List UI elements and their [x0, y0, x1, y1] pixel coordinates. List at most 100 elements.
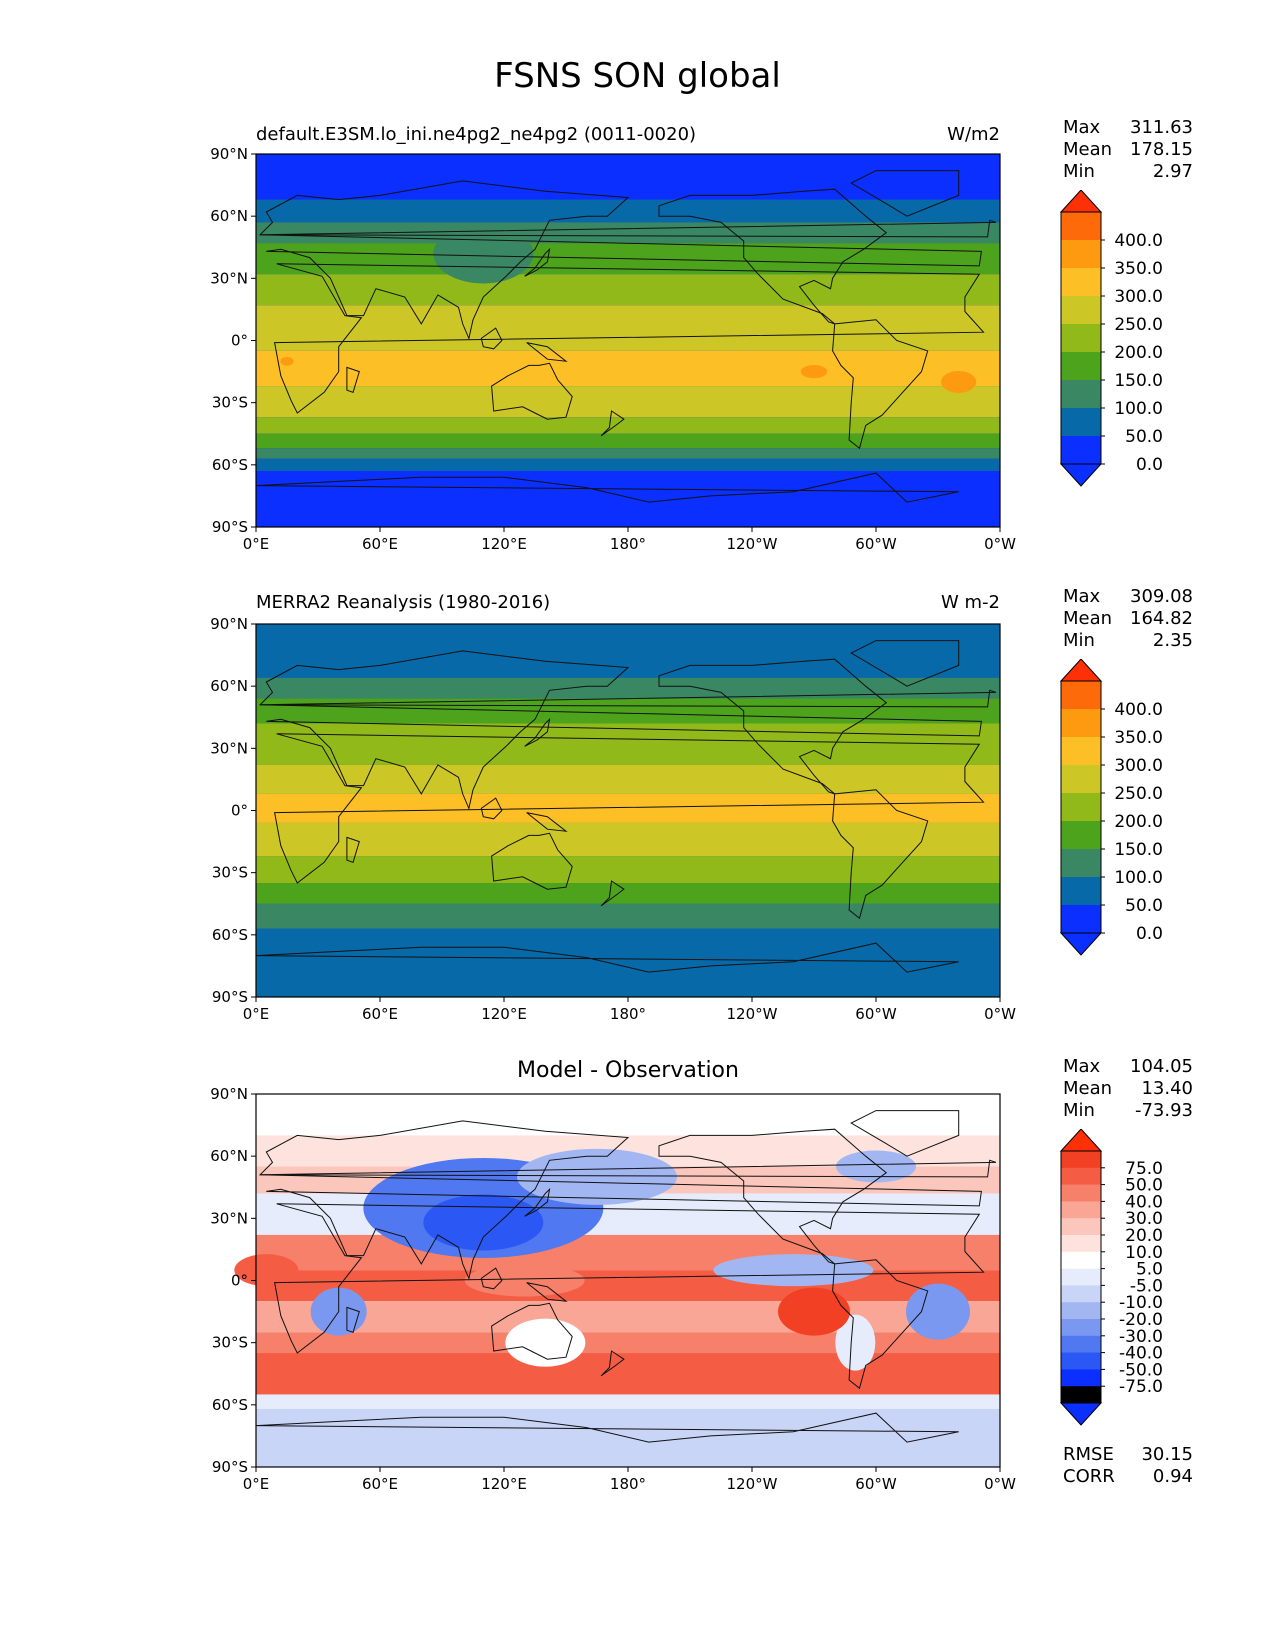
colorbar-tick-label: -20.0 [1119, 1310, 1163, 1330]
stat-max-value: 104.05 [1130, 1056, 1193, 1077]
contour-blob [517, 1148, 677, 1205]
stat-min-label: Min [1063, 161, 1095, 182]
coastline-eurasia [258, 1120, 982, 1281]
colorbar-tick-label: 0.0 [1136, 924, 1163, 944]
colorbar-segment [1061, 408, 1101, 437]
panel-label-center: Model - Observation [517, 1058, 739, 1083]
stat-max-label: Max [1063, 1056, 1101, 1077]
coastline-japan [524, 717, 551, 747]
x-tick-label: 0°E [243, 535, 270, 553]
coastline-japan [524, 1187, 551, 1217]
coastline-antarctica [256, 472, 959, 503]
colorbar-segment [1061, 737, 1101, 766]
colorbar-tick-label: 50.0 [1125, 427, 1163, 447]
stat-max-label: Max [1063, 117, 1101, 138]
contour-band [256, 417, 1000, 434]
colorbar-model: 400.0 350.0 300.0 250.0 200.0 150.0 100.0 50.0 0… [1059, 190, 1163, 487]
colorbar-tick-label: 5.0 [1136, 1260, 1163, 1280]
coastline-newzealand [600, 880, 625, 907]
colorbar-segment [1061, 324, 1101, 353]
contour-band [256, 903, 1000, 929]
x-tick-label: 0°W [984, 535, 1016, 553]
contour-blob [505, 1318, 586, 1367]
stat-max-value: 309.08 [1130, 586, 1193, 607]
contour-band [256, 856, 1000, 884]
colorbar-segment [1061, 849, 1101, 878]
colorbar-segment [1061, 765, 1101, 794]
stat-max-value: 311.63 [1130, 117, 1193, 138]
contour-band [256, 624, 1000, 678]
coastline-australia [491, 1302, 573, 1360]
colorbar-extend-top [1059, 659, 1103, 682]
corr-label: CORR [1063, 1466, 1115, 1487]
colorbar-segment [1061, 1167, 1101, 1186]
y-tick-label: 60°N [210, 207, 248, 225]
coastline-australia [491, 362, 573, 420]
contour-band [256, 274, 1000, 306]
contour-band [256, 822, 1000, 857]
panel-label-units: W/m2 [947, 124, 1000, 145]
contour-blob [835, 1314, 876, 1371]
coastline-southamerica [832, 319, 929, 450]
panel-label-left: default.E3SM.lo_ini.ne4pg2_ne4pg2 (0011-… [256, 124, 697, 145]
coastline-newguinea [526, 812, 568, 832]
contour-blob [800, 364, 828, 379]
colorbar-tick-label: 400.0 [1114, 700, 1163, 720]
coastline-uk [260, 1159, 997, 1178]
colorbar-segment [1061, 1369, 1101, 1387]
colorbar-tick-label: 50.0 [1125, 896, 1163, 916]
colorbar-segment [1061, 1201, 1101, 1219]
coastline-uk [260, 689, 997, 708]
contour-band [256, 1270, 1000, 1302]
colorbar-tick-label: 30.0 [1125, 1209, 1163, 1229]
contour-band [256, 764, 1000, 794]
colorbar-tick-label: -10.0 [1119, 1293, 1163, 1313]
colorbar-tick-label: 250.0 [1114, 315, 1163, 335]
x-tick-label: 60°E [362, 535, 398, 553]
y-tick-label: 90°N [210, 615, 248, 633]
colorbar-tick-label: 200.0 [1114, 343, 1163, 363]
contour-band [256, 489, 1000, 527]
x-tick-label: 60°W [855, 1475, 897, 1493]
colorbar-tick-label: -30.0 [1119, 1327, 1163, 1347]
colorbar-segment [1061, 268, 1101, 297]
stat-mean-label: Mean [1063, 1078, 1113, 1099]
colorbar-tick-label: 50.0 [1125, 1176, 1163, 1196]
contour-band [256, 1301, 1000, 1333]
coastline-northamerica [658, 1128, 888, 1265]
contour-band [256, 793, 1000, 823]
colorbar-segment [1061, 1218, 1101, 1236]
corr-value: 0.94 [1152, 1466, 1193, 1487]
colorbar-segment [1061, 681, 1101, 710]
contour-band [256, 1094, 1000, 1136]
y-tick-label: 60°S [212, 926, 248, 944]
colorbar-segment [1061, 1285, 1101, 1303]
x-tick-label: 0°E [243, 1475, 270, 1493]
colorbar-segment [1061, 1251, 1101, 1270]
y-tick-label: 60°N [210, 1147, 248, 1165]
contour-band [256, 723, 1000, 765]
y-tick-label: 30°S [212, 1334, 248, 1352]
coastline-southamerica [832, 1259, 929, 1390]
contour-band [256, 154, 1000, 200]
colorbar-segment [1061, 380, 1101, 409]
coastline-africa [273, 1203, 985, 1354]
panel-observation: MERRA2 Reanalysis (1980-2016) W m-2 0°E 6… [0, 580, 1275, 1050]
y-tick-label: 90°S [212, 988, 248, 1006]
y-tick-label: 60°N [210, 677, 248, 695]
contour-blob [433, 223, 534, 284]
panel-label-units: W m-2 [940, 592, 1000, 613]
coastline-borneo [480, 327, 503, 350]
stats-box: Max 104.05 Mean 13.40 Min -73.93 [1063, 1056, 1193, 1122]
colorbar-segment [1061, 1268, 1101, 1286]
contour-band [256, 448, 1000, 459]
contour-band [256, 1234, 1000, 1271]
y-tick-label: 30°N [210, 739, 248, 757]
colorbar-tick-label: 400.0 [1114, 231, 1163, 251]
stat-min-value: 2.35 [1152, 630, 1193, 651]
y-tick-label: 60°S [212, 1396, 248, 1414]
y-tick-label: 60°S [212, 456, 248, 474]
coastline-australia [491, 832, 573, 890]
contour-band [256, 1332, 1000, 1354]
colorbar-segment [1061, 240, 1101, 269]
